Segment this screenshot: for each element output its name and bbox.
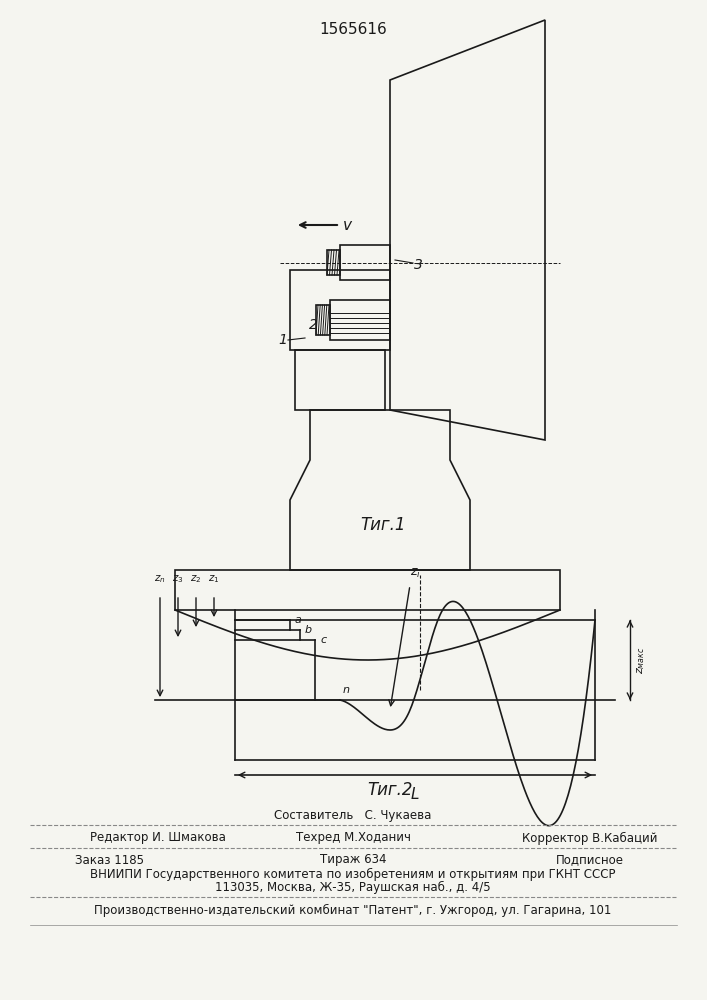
Text: $z_3$: $z_3$ (173, 573, 184, 585)
Text: $z_2$: $z_2$ (190, 573, 201, 585)
Text: 1565616: 1565616 (319, 22, 387, 37)
Text: a: a (295, 615, 302, 625)
Text: Техред М.Ходанич: Техред М.Ходанич (296, 832, 411, 844)
Text: n: n (343, 685, 350, 695)
Text: $z_n$: $z_n$ (154, 573, 166, 585)
Text: Τиг.1: Τиг.1 (361, 516, 406, 534)
Text: 3: 3 (414, 258, 423, 272)
Text: Τиг.2: Τиг.2 (367, 781, 413, 799)
Text: v: v (343, 218, 352, 232)
Text: Корректор В.Кабаций: Корректор В.Кабаций (522, 831, 658, 845)
Text: c: c (320, 635, 326, 645)
Text: 1: 1 (279, 333, 288, 347)
Bar (340, 245, 390, 280)
Text: L: L (411, 787, 419, 802)
Text: $z_{макс}$: $z_{макс}$ (635, 646, 647, 674)
Bar (290, 270, 390, 350)
Text: $z_i$: $z_i$ (409, 567, 421, 580)
Text: ВНИИПИ Государственного комитета по изобретениям и открытиям при ГКНТ СССР: ВНИИПИ Государственного комитета по изоб… (90, 867, 616, 881)
Bar (295, 350, 385, 410)
Text: 2: 2 (308, 318, 317, 332)
Text: b: b (305, 625, 312, 635)
Text: Подписное: Подписное (556, 854, 624, 866)
Text: 113035, Москва, Ж-35, Раушская наб., д. 4/5: 113035, Москва, Ж-35, Раушская наб., д. … (215, 880, 491, 894)
Text: Тираж 634: Тираж 634 (320, 854, 386, 866)
Text: Составитель   С. Чукаева: Составитель С. Чукаева (274, 808, 432, 822)
Text: Редактор И. Шмакова: Редактор И. Шмакова (90, 832, 226, 844)
Bar (327, 250, 340, 275)
Bar (330, 300, 390, 340)
Text: Производственно-издательский комбинат "Патент", г. Ужгород, ул. Гагарина, 101: Производственно-издательский комбинат "П… (94, 903, 612, 917)
Bar (316, 305, 330, 335)
Text: Заказ 1185: Заказ 1185 (75, 854, 144, 866)
Text: $z_1$: $z_1$ (209, 573, 220, 585)
